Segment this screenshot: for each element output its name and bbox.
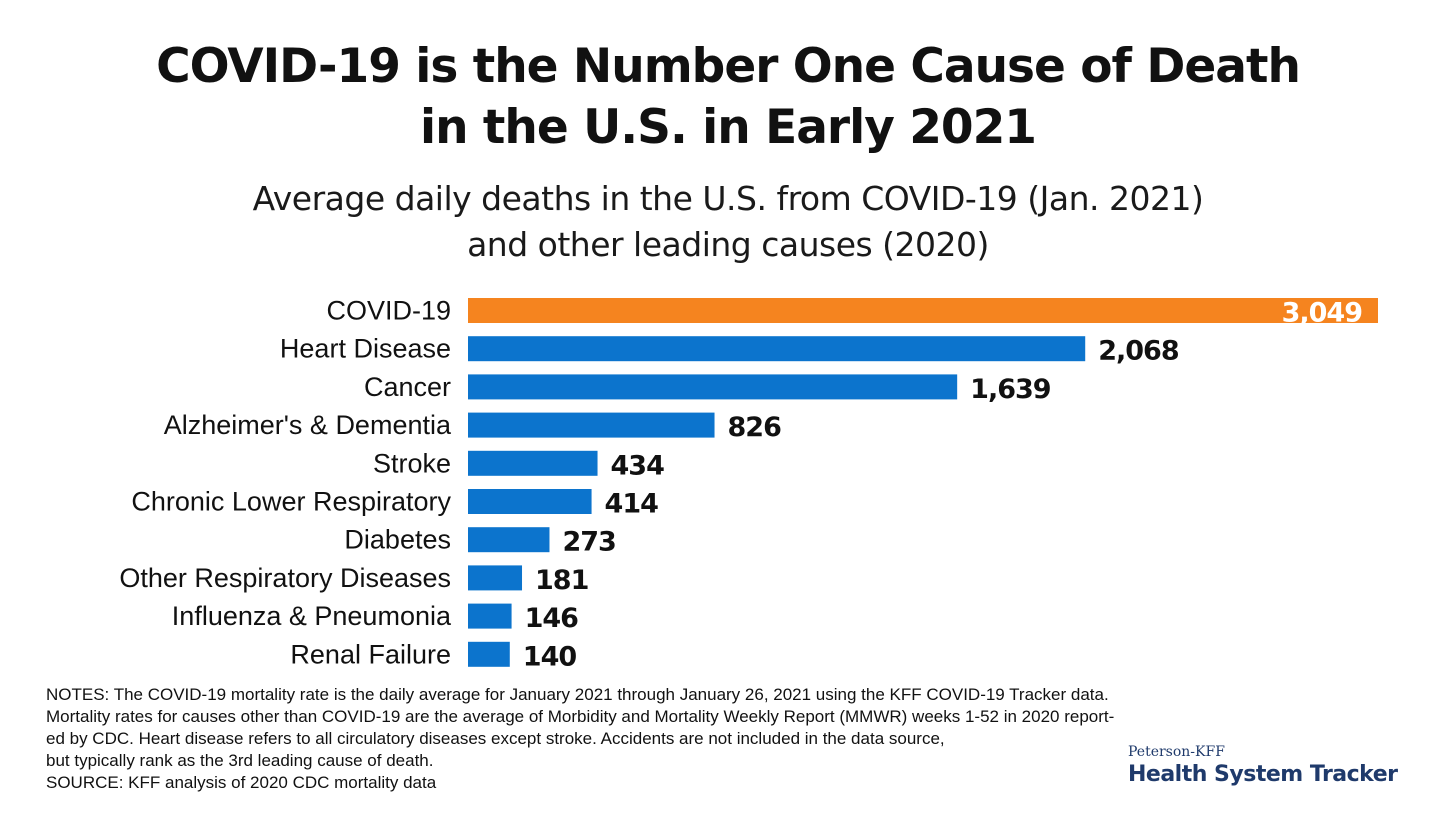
bar-renal-failure — [468, 641, 510, 667]
category-label-stroke: Stroke — [373, 448, 451, 478]
category-label-cancer: Cancer — [364, 372, 451, 402]
notes-line-2: Mortality rates for causes other than CO… — [46, 707, 1115, 726]
notes-line-3: ed by CDC. Heart disease refers to all c… — [46, 729, 945, 748]
value-label-influenza-pneumonia: 146 — [525, 603, 579, 634]
value-label-diabetes: 273 — [562, 527, 615, 558]
category-label-heart-disease: Heart Disease — [280, 334, 451, 364]
chart-subtitle: Average daily deaths in the U.S. from CO… — [0, 176, 1456, 268]
value-label-renal-failure: 140 — [523, 641, 577, 672]
chart-title-line-1: COVID-19 is the Number One Cause of Deat… — [156, 39, 1301, 94]
value-label-other-respiratory-diseases: 181 — [535, 565, 588, 596]
category-label-alzheimer-s-dementia: Alzheimer's & Dementia — [164, 410, 452, 440]
value-label-stroke: 434 — [611, 450, 665, 481]
bar-other-respiratory-diseases — [468, 565, 523, 591]
notes-line-4: but typically rank as the 3rd leading ca… — [46, 751, 434, 770]
category-label-influenza-pneumonia: Influenza & Pneumonia — [172, 601, 452, 631]
logo-small-text: Peterson-KFF — [1128, 744, 1225, 760]
value-label-chronic-lower-respiratory: 414 — [605, 489, 659, 520]
bar-influenza-pneumonia — [468, 603, 512, 629]
bar-heart-disease — [468, 336, 1086, 362]
category-label-renal-failure: Renal Failure — [290, 639, 451, 669]
category-label-diabetes: Diabetes — [344, 525, 451, 555]
chart-subtitle-line-2: and other leading causes (2020) — [467, 225, 989, 264]
notes-line-1: NOTES: The COVID-19 mortality rate is th… — [46, 685, 1109, 704]
category-label-covid-19: COVID-19 — [326, 296, 451, 326]
bar-alzheimer-s-dementia — [468, 412, 715, 438]
value-label-heart-disease: 2,068 — [1098, 336, 1179, 367]
health-system-tracker-logo: Peterson-KFF Health System Tracker — [1128, 744, 1428, 790]
bar-cancer — [468, 374, 958, 400]
value-label-alzheimer-s-dementia: 826 — [728, 412, 782, 443]
logo-big-text: Health System Tracker — [1128, 762, 1398, 787]
bar-covid-19 — [468, 298, 1378, 323]
chart-subtitle-line-1: Average daily deaths in the U.S. from CO… — [252, 179, 1204, 218]
category-label-chronic-lower-respiratory: Chronic Lower Respiratory — [131, 487, 451, 517]
chart-title-line-2: in the U.S. in Early 2021 — [419, 100, 1037, 155]
notes: NOTES: The COVID-19 mortality rate is th… — [46, 684, 1286, 794]
bar-chronic-lower-respiratory — [468, 489, 592, 514]
bar-stroke — [468, 450, 598, 476]
source-line: SOURCE: KFF analysis of 2020 CDC mortali… — [46, 773, 437, 792]
chart-title: COVID-19 is the Number One Cause of Deat… — [0, 36, 1456, 158]
value-label-cancer: 1,639 — [970, 374, 1051, 405]
value-label-covid-19: 3,049 — [1282, 298, 1363, 329]
category-label-other-respiratory-diseases: Other Respiratory Diseases — [119, 563, 451, 593]
bar-diabetes — [468, 527, 550, 553]
